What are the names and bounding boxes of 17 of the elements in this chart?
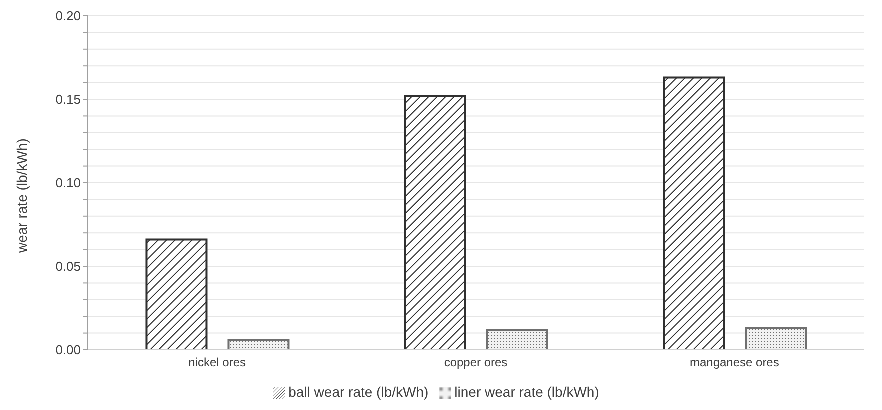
x-tick-label: manganese ores: [690, 356, 780, 370]
y-tick-label: 0.00: [56, 342, 81, 358]
y-tick-label: 0.10: [56, 176, 81, 191]
bar: [228, 338, 290, 350]
bar: [404, 95, 466, 350]
y-axis-title: wear rate (lb/kWh): [14, 138, 30, 254]
legend-label: ball wear rate (lb/kWh): [288, 384, 429, 400]
bar: [745, 327, 808, 350]
bar: [663, 76, 726, 350]
x-tick-label: nickel ores: [188, 356, 246, 370]
bar: [146, 238, 208, 350]
y-tick-label: 0.20: [56, 8, 81, 24]
bar: [486, 328, 548, 350]
y-tick-label: 0.05: [56, 259, 81, 274]
x-tick-label: copper ores: [444, 356, 508, 370]
y-tick-label: 0.15: [56, 92, 81, 108]
legend-label: liner wear rate (lb/kWh): [454, 384, 600, 400]
